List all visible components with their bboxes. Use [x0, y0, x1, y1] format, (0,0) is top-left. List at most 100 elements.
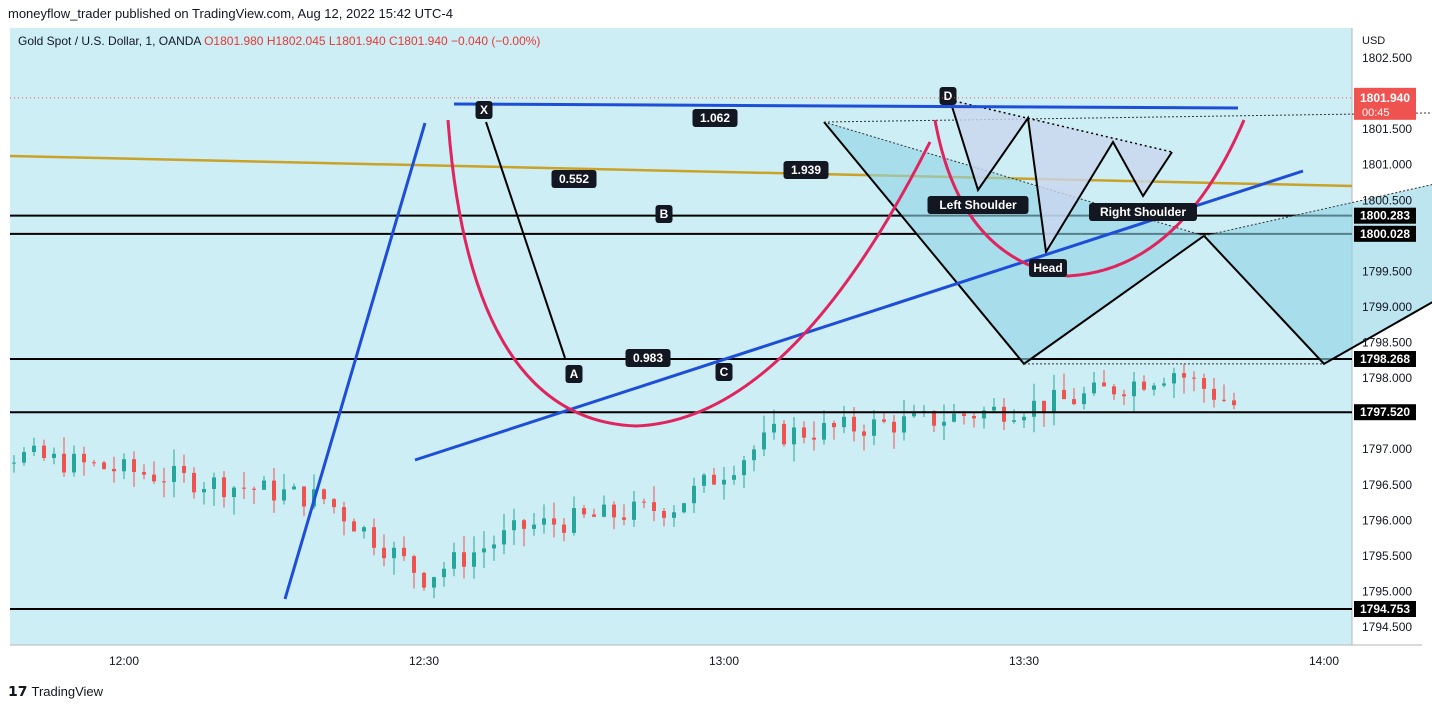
- candle-body: [1142, 381, 1146, 390]
- candle-body: [1082, 393, 1086, 405]
- legend-close: C1801.940: [388, 34, 448, 48]
- y-tick-label: 1801.500: [1362, 122, 1412, 136]
- candle-body: [802, 427, 806, 438]
- candle-body: [22, 452, 26, 463]
- x-tick-label: 13:30: [1009, 654, 1039, 668]
- candle-body: [1132, 381, 1136, 397]
- y-tick-label: 1795.000: [1362, 584, 1412, 598]
- candle-body: [722, 479, 726, 485]
- candle-body: [642, 501, 646, 503]
- level-label: 1794.753: [1360, 602, 1410, 616]
- ratio-label: 1.062: [700, 111, 730, 125]
- candle-body: [522, 520, 526, 529]
- candle-body: [162, 481, 166, 483]
- ratio-label-bg: [625, 349, 671, 367]
- y-tick-label: 1796.000: [1362, 513, 1412, 527]
- candle-body: [1202, 378, 1206, 389]
- candle-body: [622, 517, 626, 520]
- candle-body: [242, 487, 246, 489]
- candle-body: [102, 462, 106, 469]
- point-a-label-bg: [565, 365, 583, 383]
- candle-body: [212, 477, 216, 489]
- candle-body: [132, 459, 136, 473]
- candle-body: [682, 503, 686, 513]
- ratio-label-bg: [692, 109, 738, 127]
- level-tag: [1354, 351, 1416, 368]
- candle-body: [12, 462, 16, 464]
- candle-body: [842, 416, 846, 428]
- candle-body: [392, 547, 396, 559]
- candle-body: [482, 548, 486, 553]
- head-label-bg: [1029, 259, 1067, 277]
- candle-body: [282, 489, 286, 501]
- ratio-label: 0.983: [633, 351, 663, 365]
- candle-body: [262, 480, 266, 490]
- x-tick-label: 14:00: [1309, 654, 1339, 668]
- chart-legend: Gold Spot / U.S. Dollar, 1, OANDA O1801.…: [18, 34, 540, 48]
- candle-body: [1052, 389, 1056, 412]
- footer-brand[interactable]: TradingView: [31, 684, 104, 699]
- candle-body: [1152, 385, 1156, 390]
- y-tick-label: 1796.500: [1362, 478, 1412, 492]
- candle-body: [412, 556, 416, 573]
- candle-body: [562, 524, 566, 533]
- candle-body: [52, 453, 56, 458]
- right-shoulder-label-bg: [1089, 203, 1197, 221]
- candle-body: [192, 472, 196, 493]
- candle-body: [1022, 416, 1026, 421]
- y-tick-label: 1795.500: [1362, 549, 1412, 563]
- candle-body: [1162, 383, 1166, 386]
- candle-body: [292, 486, 296, 490]
- candle-body: [512, 520, 516, 531]
- candle-body: [82, 453, 86, 463]
- candle-body: [1092, 382, 1096, 394]
- y-tick-label: 1798.000: [1362, 371, 1412, 385]
- symbol-name: Gold Spot / U.S. Dollar, 1, OANDA: [18, 34, 201, 48]
- point-b-label-bg: [655, 205, 673, 223]
- candle-body: [932, 411, 936, 426]
- candle-body: [822, 422, 826, 440]
- y-tick-label: 1797.000: [1362, 442, 1412, 456]
- x-tick-label: 12:30: [409, 654, 439, 668]
- candle-body: [592, 514, 596, 517]
- candle-body: [532, 524, 536, 529]
- candle-body: [1212, 388, 1216, 400]
- candle-body: [1192, 377, 1196, 379]
- candle-body: [122, 459, 126, 472]
- chart-background: [10, 28, 1352, 645]
- xab-triangle: [824, 122, 1204, 364]
- level-label: 1798.268: [1360, 352, 1410, 366]
- candle-body: [382, 547, 386, 559]
- candle-body: [892, 421, 896, 433]
- candle-body: [362, 527, 366, 532]
- left-shoulder-label: Left Shoulder: [939, 198, 1017, 212]
- tradingview-logo-icon[interactable]: 𝟭𝟳: [8, 683, 28, 699]
- candle-body: [832, 422, 836, 428]
- last-price-tag: [1354, 87, 1416, 120]
- y-tick-label: 1800.500: [1362, 193, 1412, 207]
- candle-body: [952, 413, 956, 422]
- left-shoulder-label-bg: [927, 196, 1029, 214]
- candle-body: [432, 577, 436, 588]
- last-price-value: 1801.940: [1360, 91, 1410, 105]
- head-shoulders-line: [949, 99, 1173, 255]
- candle-body: [1102, 382, 1106, 387]
- candle-body: [1112, 386, 1116, 395]
- right-shoulder-label: Right Shoulder: [1100, 205, 1186, 219]
- candle-body: [502, 530, 506, 545]
- candle-body: [652, 502, 656, 511]
- candle-body: [942, 421, 946, 426]
- ratio-label: 0.552: [559, 172, 589, 186]
- candle-body: [142, 472, 146, 475]
- y-tick-label: 1801.000: [1362, 158, 1412, 172]
- x-tick-label: 12:00: [109, 654, 139, 668]
- candle-body: [1222, 399, 1226, 401]
- candle-body: [552, 518, 556, 525]
- candle-body: [372, 527, 376, 548]
- candle-body: [462, 552, 466, 567]
- candle-body: [992, 406, 996, 411]
- candle-body: [342, 507, 346, 522]
- candle-body: [352, 521, 356, 532]
- point-d-label: D: [944, 89, 953, 103]
